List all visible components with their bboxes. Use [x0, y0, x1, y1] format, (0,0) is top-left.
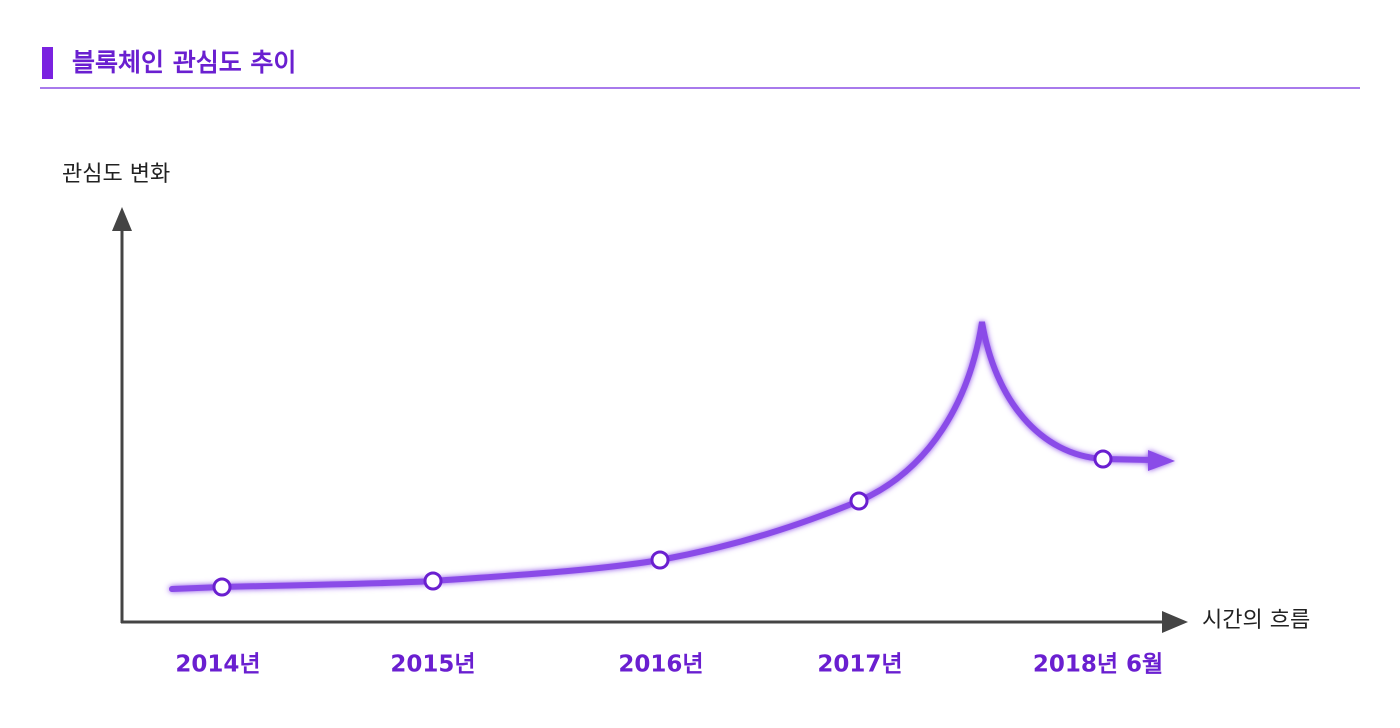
milestone-label: 2016년	[618, 652, 703, 678]
point	[423, 571, 443, 591]
point	[849, 491, 869, 511]
milestone-label: 2017년	[817, 652, 902, 678]
milestone-label: 2018년 6월	[1033, 652, 1163, 678]
milestone-label: 2015년	[390, 652, 475, 678]
point	[650, 550, 670, 570]
page-title: 블록체인 관심도 추이	[72, 48, 296, 77]
milestone-label: 2014년	[175, 652, 260, 678]
y-axis-label: 관심도 변화	[62, 162, 170, 187]
title-marker	[42, 47, 53, 79]
point	[212, 577, 232, 597]
trend	[169, 321, 1175, 592]
x-axis-arrow	[1162, 611, 1188, 633]
y-axis-arrow	[112, 207, 132, 231]
points	[212, 449, 1113, 597]
point	[1093, 449, 1113, 469]
trend-curve	[169, 321, 1155, 592]
trend-arrow	[1148, 450, 1175, 471]
x-axis-label: 시간의 흐름	[1202, 608, 1310, 633]
